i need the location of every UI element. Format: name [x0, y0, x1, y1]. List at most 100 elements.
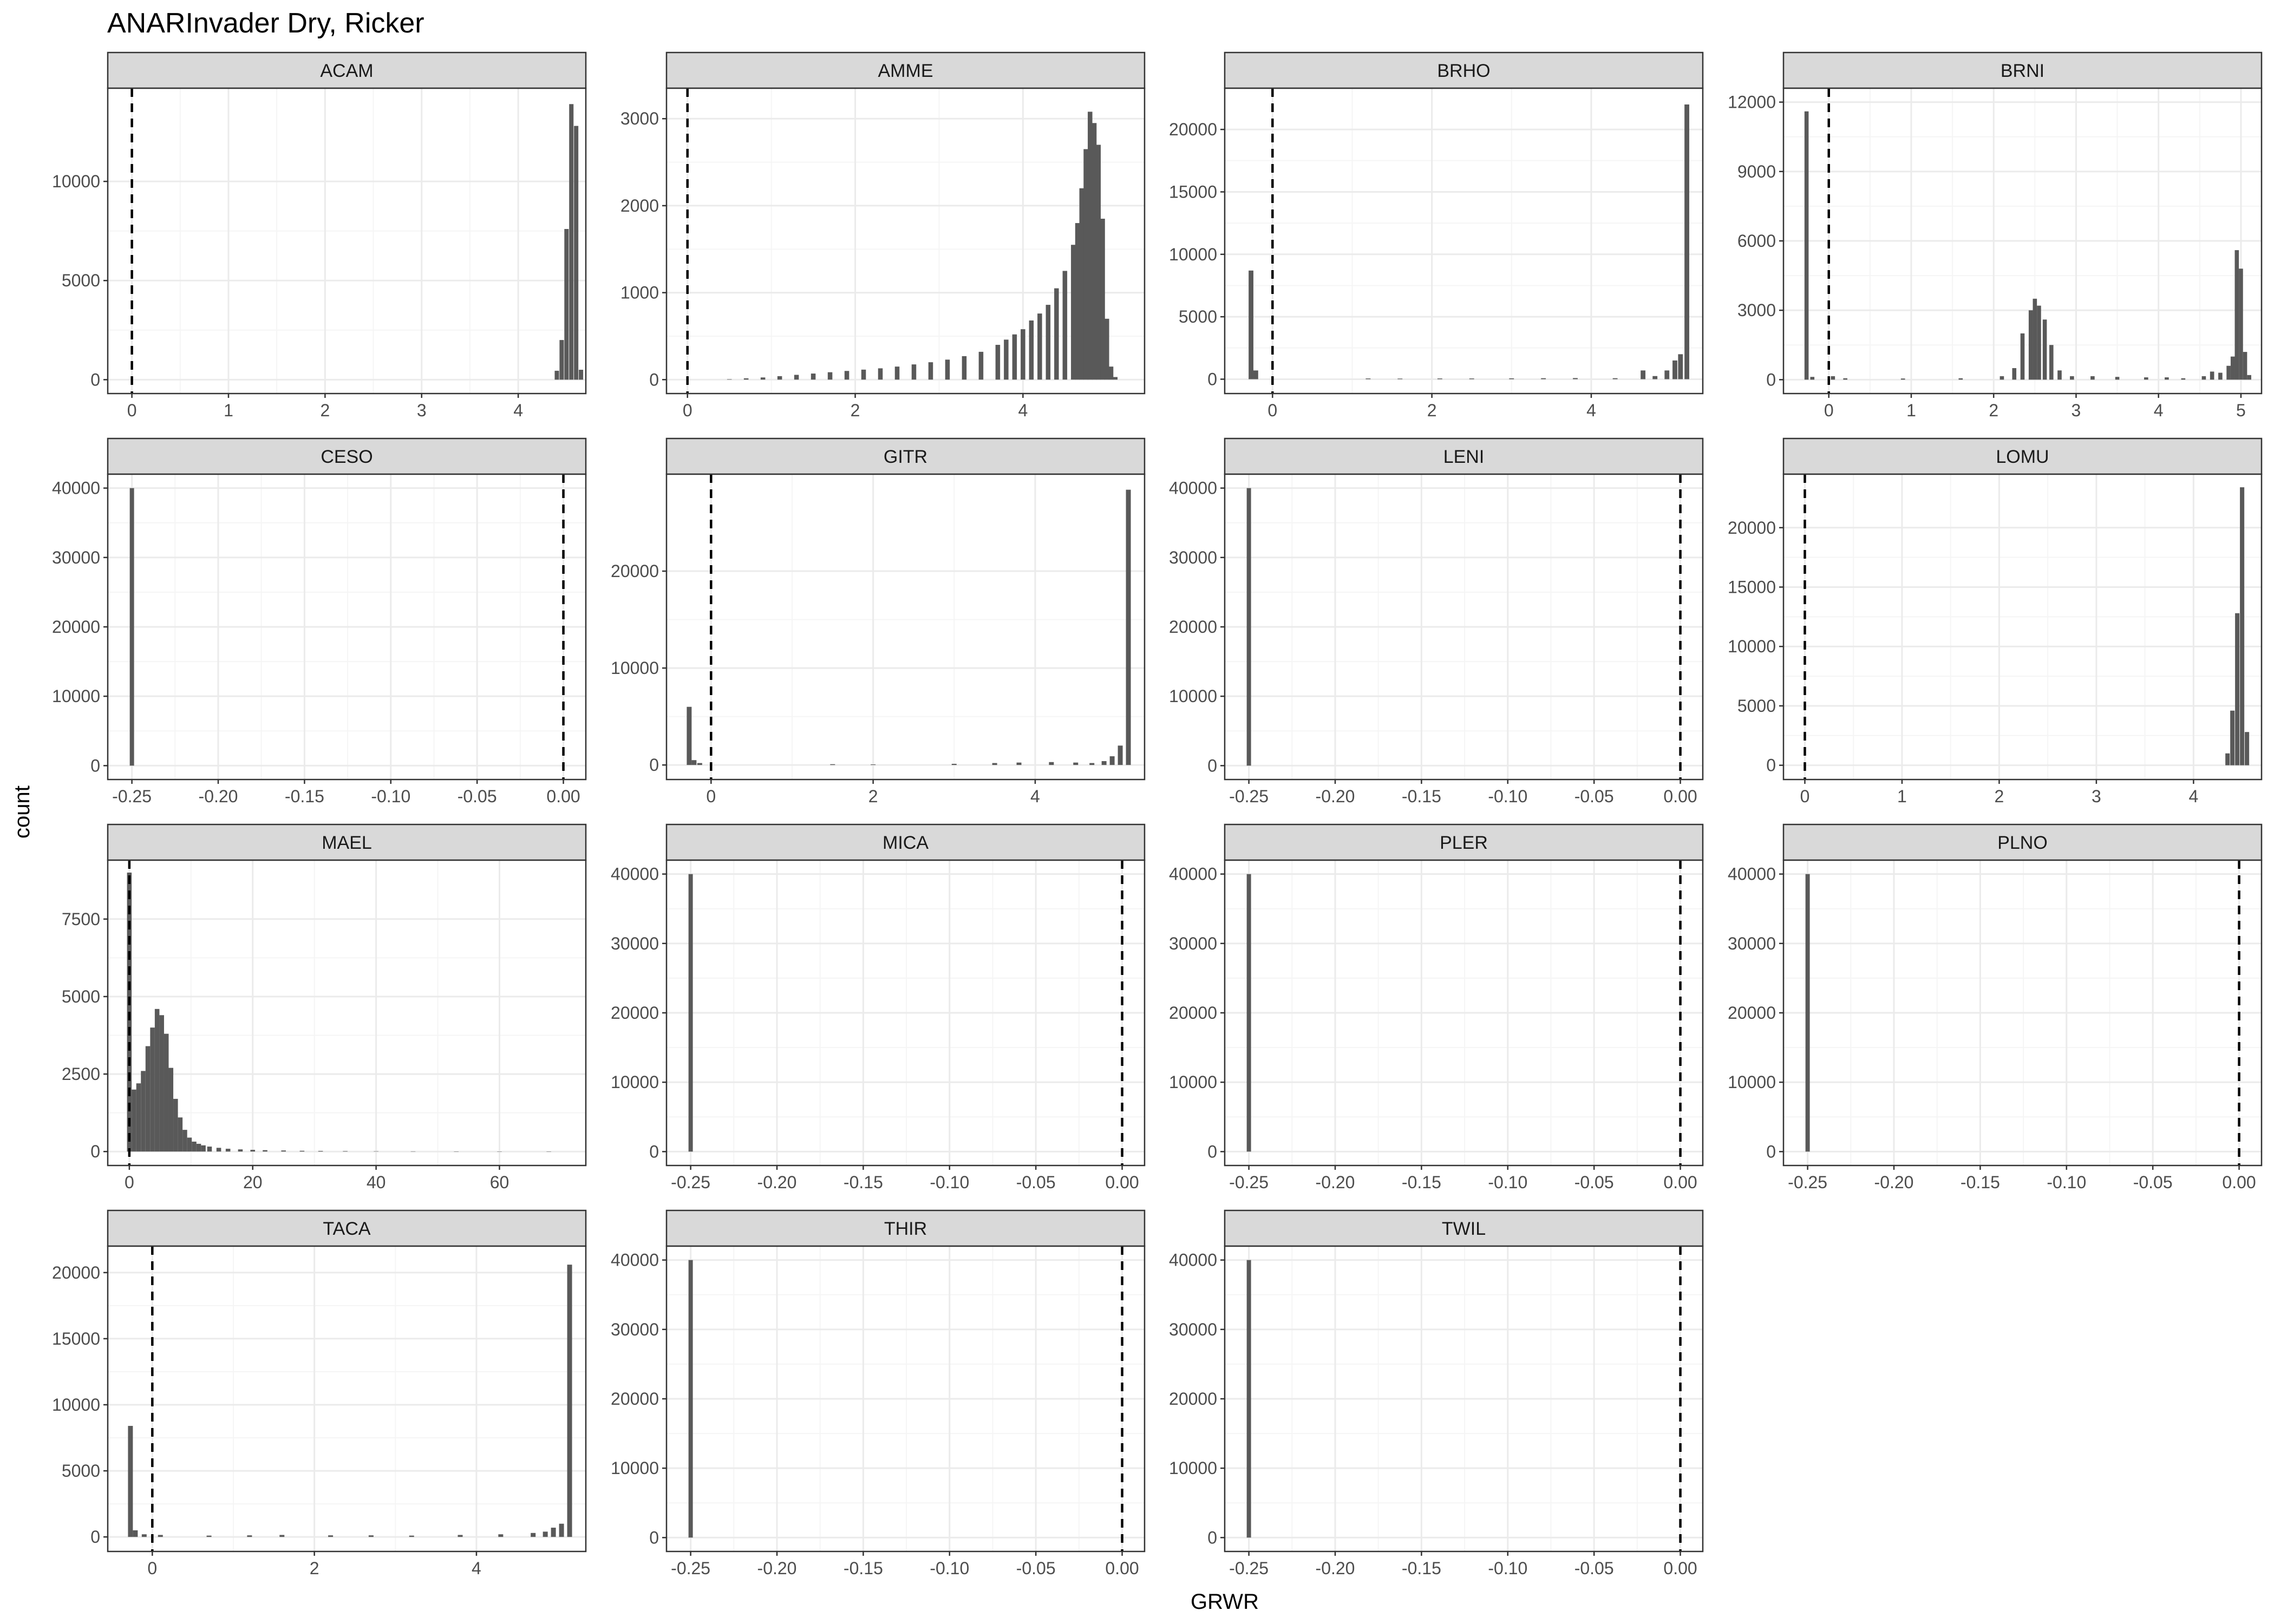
- panel-border-gitr: [665, 473, 1146, 781]
- histogram-bar: [2201, 376, 2206, 380]
- histogram-bar: [871, 764, 876, 765]
- histogram-bar: [128, 1426, 133, 1537]
- facet-pler: PLER -0.25 -0.20 -0.15 -0.10 -0.05 0.00 0 10000 2…: [1169, 823, 1704, 1192]
- x-tick-label: -0.25: [1229, 1558, 1269, 1578]
- y-tick-label: 5000: [1737, 696, 1776, 716]
- y-tick-label: 20000: [611, 1389, 659, 1409]
- x-tick-label: 5: [2236, 401, 2246, 420]
- x-tick-label: -0.10: [1488, 787, 1527, 806]
- x-tick-label: -0.25: [671, 1173, 710, 1192]
- histogram-bar: [145, 1046, 151, 1152]
- histogram-bar: [1016, 762, 1022, 765]
- histogram-bar: [1109, 756, 1115, 765]
- histogram-bar: [2181, 378, 2186, 380]
- x-tick-label: 0.00: [1105, 1173, 1139, 1192]
- y-tick-label: 10000: [1169, 1458, 1217, 1478]
- histogram-bar: [559, 340, 564, 380]
- histogram-bar: [1437, 378, 1442, 379]
- x-tick-label: -0.20: [1316, 1173, 1355, 1192]
- x-tick-label: 0: [1824, 401, 1834, 420]
- y-tick-label: 40000: [52, 479, 100, 498]
- x-tick-label: -0.15: [844, 1173, 883, 1192]
- y-tick-label: 3000: [620, 109, 659, 128]
- facet-strip-amme: [665, 51, 1146, 89]
- histogram-bar: [168, 1068, 174, 1152]
- histogram-bar: [158, 1535, 163, 1537]
- x-tick-label: 4: [1018, 401, 1028, 420]
- histogram-bar: [207, 1147, 212, 1152]
- y-tick-label: 3000: [1737, 300, 1776, 320]
- y-tick-label: 0: [649, 755, 659, 775]
- histogram-bar: [2090, 376, 2095, 380]
- histogram-bar: [1365, 378, 1371, 379]
- histogram-bar: [2020, 333, 2025, 380]
- histogram-bar: [2240, 487, 2245, 765]
- y-tick-label: 0: [1766, 370, 1776, 389]
- x-tick-label: 4: [513, 401, 523, 420]
- histogram-bar: [238, 1149, 243, 1152]
- y-tick-label: 30000: [611, 1320, 659, 1339]
- y-tick-label: 10000: [1169, 245, 1217, 264]
- panel-background-gitr: [666, 474, 1145, 780]
- histogram-bar: [992, 763, 997, 765]
- y-tick-label: 0: [1766, 1142, 1776, 1161]
- x-tick-label: -0.20: [1316, 787, 1355, 806]
- facet-strip-lomu: [1782, 437, 2263, 475]
- y-tick-label: 30000: [1169, 1320, 1217, 1339]
- y-tick-label: 7500: [62, 909, 100, 929]
- histogram-bar: [691, 760, 697, 765]
- histogram-bar: [263, 1150, 267, 1152]
- x-tick-label: -0.15: [285, 787, 324, 806]
- y-tick-label: 10000: [611, 658, 659, 678]
- x-tick-label: -0.10: [371, 787, 410, 806]
- histogram-bar: [688, 1260, 693, 1538]
- facet-strip-mael: [107, 823, 587, 861]
- y-tick-label: 10000: [52, 686, 100, 706]
- histogram-bar: [132, 1089, 136, 1152]
- panel-background-lomu: [1783, 474, 2262, 780]
- histogram-bar: [1652, 376, 1658, 379]
- y-tick-label: 30000: [52, 548, 100, 567]
- histogram-bar: [2235, 613, 2240, 765]
- histogram-bar: [861, 369, 866, 380]
- y-tick-label: 20000: [1169, 1389, 1217, 1409]
- histogram-bar: [1469, 378, 1474, 379]
- facet-plno: PLNO -0.25 -0.20 -0.15 -0.10 -0.05 0.00 0 10000 2…: [1728, 823, 2263, 1192]
- facet-label-leni: LENI: [1443, 447, 1485, 467]
- histogram-bar: [2070, 376, 2074, 380]
- histogram-bar: [129, 488, 134, 766]
- histogram-bar: [1101, 761, 1107, 765]
- facet-label-brho: BRHO: [1437, 61, 1490, 81]
- facet-brho: BRHO 0 2 4 0 5000 10000 15000 20000: [1169, 51, 1704, 420]
- histogram-bar: [2226, 365, 2231, 380]
- histogram-bar: [1664, 370, 1670, 379]
- x-tick-label: 0: [706, 787, 716, 806]
- panel-background-acam: [108, 88, 586, 394]
- histogram-bar: [1805, 874, 1810, 1152]
- histogram-bar: [827, 372, 833, 380]
- x-tick-label: 3: [417, 401, 427, 420]
- y-tick-label: 40000: [611, 865, 659, 884]
- histogram-bar: [368, 1535, 374, 1537]
- histogram-bar: [1037, 313, 1042, 380]
- y-tick-label: 1000: [620, 283, 659, 303]
- x-tick-label: -0.05: [1016, 1558, 1056, 1578]
- histogram-bar: [141, 1071, 146, 1152]
- histogram-bar: [2037, 305, 2041, 380]
- x-tick-label: 1: [224, 401, 233, 420]
- x-tick-label: -0.25: [1229, 787, 1269, 806]
- histogram-bar: [2234, 250, 2239, 380]
- y-tick-label: 5000: [62, 1461, 100, 1481]
- y-tick-label: 30000: [1728, 934, 1776, 953]
- histogram-bar: [945, 359, 950, 380]
- histogram-bar: [546, 1151, 551, 1152]
- histogram-bar: [2243, 352, 2247, 380]
- histogram-bar: [2230, 710, 2235, 765]
- histogram-bar: [1678, 354, 1683, 379]
- histogram-bar: [574, 126, 579, 380]
- histogram-bar: [1021, 329, 1025, 380]
- histogram-bar: [1397, 378, 1403, 379]
- histogram-bar: [894, 366, 900, 380]
- x-tick-label: 40: [367, 1173, 386, 1192]
- histogram-bar: [2033, 298, 2037, 380]
